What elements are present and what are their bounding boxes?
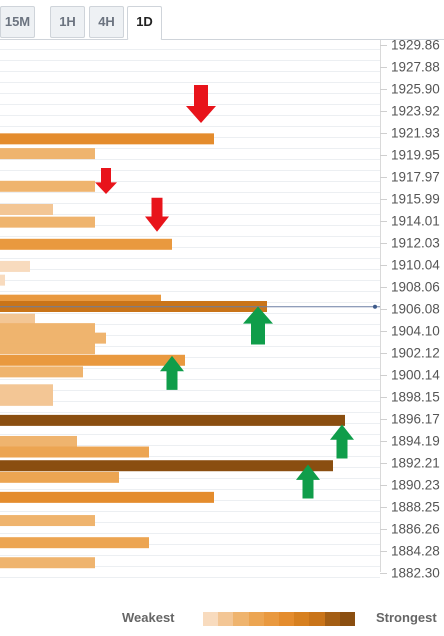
legend-gradient [203, 612, 356, 626]
level-bar [0, 366, 83, 378]
legend-swatch [203, 612, 219, 626]
y-tick-label: 1915.99 [391, 192, 440, 207]
tabs-divider [0, 39, 444, 40]
level-bar [0, 238, 172, 250]
level-bar [0, 460, 333, 472]
y-tick-label: 1906.08 [391, 302, 440, 317]
level-bar [0, 133, 214, 145]
legend-swatch [294, 612, 310, 626]
y-tick-label: 1900.14 [391, 368, 440, 383]
level-bar [0, 294, 161, 306]
level-bar [0, 394, 53, 406]
y-tick-label: 1914.01 [391, 214, 440, 229]
y-tick-label: 1912.03 [391, 236, 440, 251]
level-bar [0, 515, 95, 527]
tab-4h[interactable]: 4H [89, 6, 124, 38]
legend-swatch [263, 612, 280, 626]
y-tick-label: 1890.23 [391, 478, 440, 493]
legend-swatch [218, 612, 234, 626]
level-bar [0, 557, 95, 569]
y-tick-label: 1929.86 [391, 40, 440, 53]
legend-swatch [309, 612, 325, 626]
bars-layer [0, 133, 345, 569]
resistance-arrow-down-icon [95, 168, 117, 195]
y-tick-label: 1896.17 [391, 412, 440, 427]
y-tick-label: 1888.25 [391, 500, 440, 515]
level-bar [0, 384, 53, 396]
y-axis: 1929.86 1927.88 1925.90 1923.92 1921.93 1919.… [380, 40, 440, 581]
y-tick-label: 1882.30 [391, 566, 440, 581]
level-bar [0, 203, 53, 215]
support-arrow-up-icon [296, 464, 320, 499]
level-bar [0, 435, 77, 447]
y-tick-label: 1921.93 [391, 126, 440, 141]
resistance-arrow-down-icon [145, 197, 169, 232]
legend-strongest-label: Strongest [376, 610, 437, 625]
y-tick-label: 1886.26 [391, 522, 440, 537]
tab-15m[interactable]: 15M [0, 6, 35, 38]
level-bar [0, 332, 106, 344]
level-bar [0, 491, 214, 503]
price-layer [0, 304, 380, 309]
legend-swatch [324, 612, 340, 626]
arrows-layer [95, 85, 354, 499]
tab-1d[interactable]: 1D [127, 6, 162, 40]
support-arrow-up-icon [330, 424, 354, 459]
legend-swatch [279, 612, 295, 626]
y-tick-label: 1910.04 [391, 258, 440, 273]
y-tick-label: 1892.21 [391, 456, 440, 471]
legend-swatch [339, 612, 356, 626]
level-bar [0, 323, 95, 335]
tab-1h[interactable]: 1H [50, 6, 85, 38]
y-tick-label: 1898.15 [391, 390, 440, 405]
legend-weakest-label: Weakest [122, 610, 175, 625]
level-bar [0, 260, 30, 272]
y-tick-label: 1908.06 [391, 280, 440, 295]
level-bar [0, 343, 95, 355]
support-arrow-up-icon [243, 306, 273, 345]
y-tick-label: 1884.28 [391, 544, 440, 559]
timeframe-tabs: 15M 1H 4H 1D [0, 0, 444, 40]
legend-swatch [233, 612, 249, 626]
level-bar [0, 313, 35, 325]
level-bar [0, 537, 149, 549]
level-bar [0, 414, 345, 426]
strength-legend: Weakest Strongest [0, 600, 444, 636]
y-tick-label: 1927.88 [391, 60, 440, 75]
current-price-marker [373, 304, 377, 309]
level-bar [0, 446, 149, 458]
level-bar [0, 180, 95, 192]
support-arrow-up-icon [160, 355, 184, 390]
y-tick-label: 1925.90 [391, 82, 440, 97]
level-bar [0, 354, 185, 366]
y-tick-label: 1923.92 [391, 104, 440, 119]
y-tick-label: 1919.95 [391, 148, 440, 163]
level-bar [0, 471, 119, 483]
y-tick-label: 1917.97 [391, 170, 440, 185]
resistance-arrow-down-icon [186, 85, 216, 124]
level-bar [0, 274, 5, 286]
y-tick-label: 1894.19 [391, 434, 440, 449]
y-tick-label: 1902.12 [391, 346, 440, 361]
y-tick-label: 1904.10 [391, 324, 440, 339]
confluence-chart: 1929.86 1927.88 1925.90 1923.92 1921.93 1919.… [0, 40, 440, 581]
level-bar [0, 148, 95, 160]
legend-swatch [248, 612, 264, 626]
level-bar [0, 216, 95, 228]
